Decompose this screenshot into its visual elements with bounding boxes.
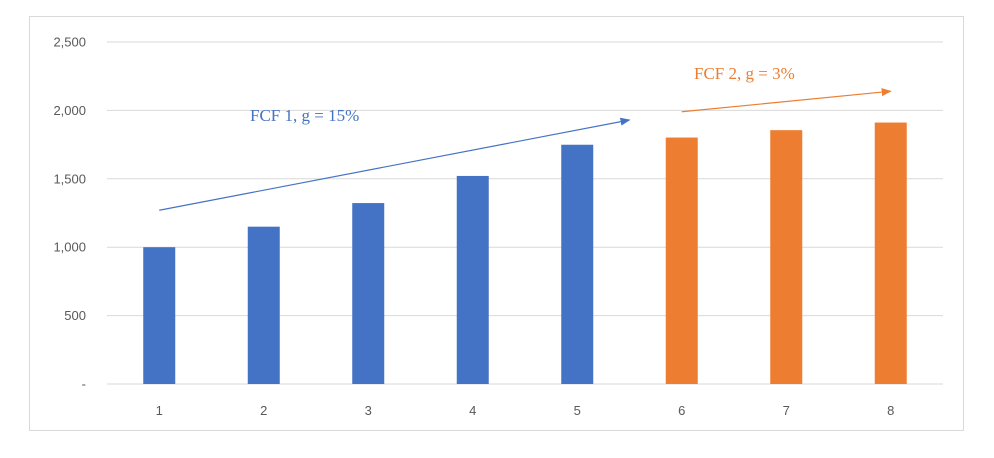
bar-6 (665, 137, 698, 384)
bar-1 (143, 247, 176, 384)
annotation-label: FCF 1, g = 15% (250, 106, 359, 125)
y-tick-label: - (82, 377, 86, 392)
y-tick-label: 2,500 (53, 35, 86, 50)
x-tick-label: 1 (156, 403, 163, 418)
y-tick-label: 500 (64, 308, 86, 323)
annotation-label: FCF 2, g = 3% (694, 64, 795, 83)
y-tick-label: 1,000 (53, 240, 86, 255)
bar-5 (561, 144, 594, 384)
x-tick-label: 3 (365, 403, 372, 418)
growth-arrow (159, 117, 631, 211)
bar-4 (456, 175, 489, 384)
x-tick-label: 8 (887, 403, 894, 418)
bar-8 (874, 122, 907, 384)
x-tick-label: 7 (783, 403, 790, 418)
annotations: FCF 1, g = 15% FCF 2, g = 3% (159, 64, 892, 211)
bar-7 (770, 130, 803, 384)
x-tick-label: 4 (469, 403, 476, 418)
growth-arrow (681, 88, 892, 113)
x-axis-tick-labels: 1 2 3 4 5 6 7 8 (156, 403, 895, 418)
x-tick-label: 6 (678, 403, 685, 418)
y-tick-label: 2,000 (53, 103, 86, 118)
bar-3 (352, 203, 385, 384)
x-tick-label: 5 (574, 403, 581, 418)
y-axis-tick-labels: - 500 1,000 1,500 2,000 2,500 (53, 35, 86, 392)
x-tick-label: 2 (260, 403, 267, 418)
grid-lines (107, 41, 943, 385)
y-tick-label: 1,500 (53, 171, 86, 186)
bars (143, 122, 907, 384)
chart-frame (29, 16, 964, 431)
bar-2 (247, 226, 280, 384)
